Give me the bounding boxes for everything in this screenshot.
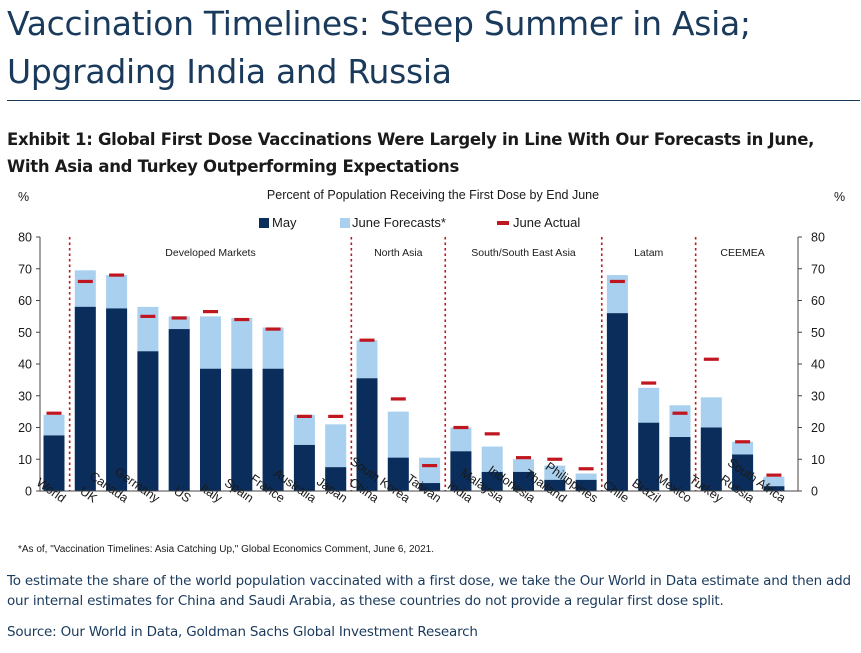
bar-may	[387, 457, 409, 491]
exhibit-title: Exhibit 1: Global First Dose Vaccination…	[7, 130, 815, 176]
legend-label-june-actual: June Actual	[513, 215, 580, 230]
marker-june-actual	[265, 327, 281, 331]
headline-rule	[7, 100, 860, 101]
marker-june-actual	[484, 432, 500, 436]
chart-title: Percent of Population Receiving the Firs…	[267, 188, 599, 202]
bar-may	[513, 471, 534, 491]
marker-june-actual	[140, 314, 156, 318]
bar-may	[700, 427, 722, 491]
bar-may	[669, 437, 691, 491]
legend-label-may: May	[272, 215, 297, 230]
body-text: To estimate the share of the world popul…	[7, 573, 851, 609]
marker-june-actual	[46, 411, 62, 415]
group-label: Latam	[634, 247, 663, 259]
chart-footnote: *As of, "Vaccination Timelines: Asia Cat…	[18, 544, 434, 555]
june-actual-markers	[46, 273, 782, 477]
bar-may	[419, 483, 441, 491]
y-axis-left: 0 10 20 30 40 50 60 70 80	[18, 231, 41, 499]
marker-june-actual	[766, 473, 782, 477]
bar-may	[74, 306, 96, 491]
legend-swatch-june-forecasts	[340, 218, 350, 228]
y-axis-label-left: %	[18, 190, 29, 204]
marker-june-actual	[735, 440, 751, 444]
group-label: South/South East Asia	[471, 247, 576, 259]
y-tick-label-left: 30	[18, 389, 32, 403]
group-label: Developed Markets	[165, 247, 255, 259]
bar-may	[606, 313, 628, 491]
page-headline: Vaccination Timelines: Steep Summer in A…	[7, 4, 751, 91]
y-tick-label-left: 10	[18, 453, 32, 467]
y-tick-label-right: 40	[811, 358, 825, 372]
marker-june-actual	[203, 310, 218, 314]
marker-june-actual	[453, 425, 469, 430]
y-tick-label-right: 70	[811, 262, 825, 276]
marker-june-actual	[109, 273, 125, 277]
bar-may	[231, 368, 253, 491]
marker-june-actual	[359, 338, 375, 342]
bar-may	[544, 479, 566, 491]
bar-may	[575, 479, 597, 491]
marker-june-actual	[578, 467, 594, 471]
marker-june-actual	[609, 279, 625, 284]
bar-may	[200, 368, 221, 491]
y-tick-label-right: 60	[811, 294, 825, 308]
legend-swatch-june-actual	[497, 221, 509, 225]
group-label: North Asia	[374, 247, 423, 259]
marker-june-actual	[516, 456, 531, 460]
bar-may	[481, 471, 503, 491]
bar-may	[763, 486, 785, 491]
legend-label-june-forecasts: June Forecasts*	[352, 215, 446, 230]
marker-june-actual	[422, 464, 438, 468]
y-tick-label-right: 50	[811, 326, 825, 340]
marker-june-actual	[328, 414, 344, 418]
y-tick-label-left: 50	[18, 326, 32, 340]
legend: May June Forecasts* June Actual	[259, 215, 580, 230]
source-note: Source: Our World in Data, Goldman Sachs…	[7, 624, 478, 640]
y-tick-label-left: 60	[18, 294, 32, 308]
y-tick-label-left: 20	[18, 421, 32, 435]
marker-june-actual	[641, 381, 657, 385]
y-tick-label-right: 80	[811, 231, 825, 245]
marker-june-actual	[296, 414, 312, 418]
marker-june-actual	[234, 317, 250, 322]
y-tick-label-left: 80	[18, 231, 32, 245]
bar-may	[137, 351, 159, 491]
bar-may	[732, 454, 754, 491]
y-tick-label-right: 10	[811, 453, 825, 467]
may-bars	[43, 306, 785, 491]
y-tick-label-left: 40	[18, 358, 32, 372]
y-tick-label-left: 0	[25, 485, 32, 499]
marker-june-actual	[77, 279, 93, 284]
bar-may	[356, 378, 378, 491]
bar-may	[325, 467, 347, 491]
y-tick-label-right: 20	[811, 421, 825, 435]
group-labels: Developed Markets North Asia South/South E…	[165, 247, 765, 259]
bar-may	[106, 308, 128, 491]
bar-may	[293, 444, 315, 491]
y-tick-label-left: 70	[18, 262, 32, 276]
bar-may	[450, 451, 472, 491]
bar-may	[168, 329, 190, 491]
bar-may	[43, 435, 65, 491]
bar-may	[638, 422, 660, 491]
marker-june-actual	[703, 357, 719, 361]
marker-june-actual	[547, 457, 563, 461]
group-dividers	[68, 237, 697, 491]
y-tick-label-right: 30	[811, 389, 825, 403]
y-axis-right: 0 10 20 30 40 50 60 70 80	[797, 231, 825, 499]
legend-swatch-may	[259, 218, 269, 228]
marker-june-actual	[672, 411, 688, 415]
bar-may	[262, 368, 284, 491]
marker-june-actual	[171, 316, 187, 320]
y-tick-label-right: 0	[811, 485, 818, 499]
marker-june-actual	[390, 397, 406, 401]
y-axis-label-right: %	[834, 190, 845, 204]
group-label: CEEMEA	[720, 247, 764, 259]
vaccination-chart: Percent of Population Receiving the Firs…	[18, 188, 845, 555]
